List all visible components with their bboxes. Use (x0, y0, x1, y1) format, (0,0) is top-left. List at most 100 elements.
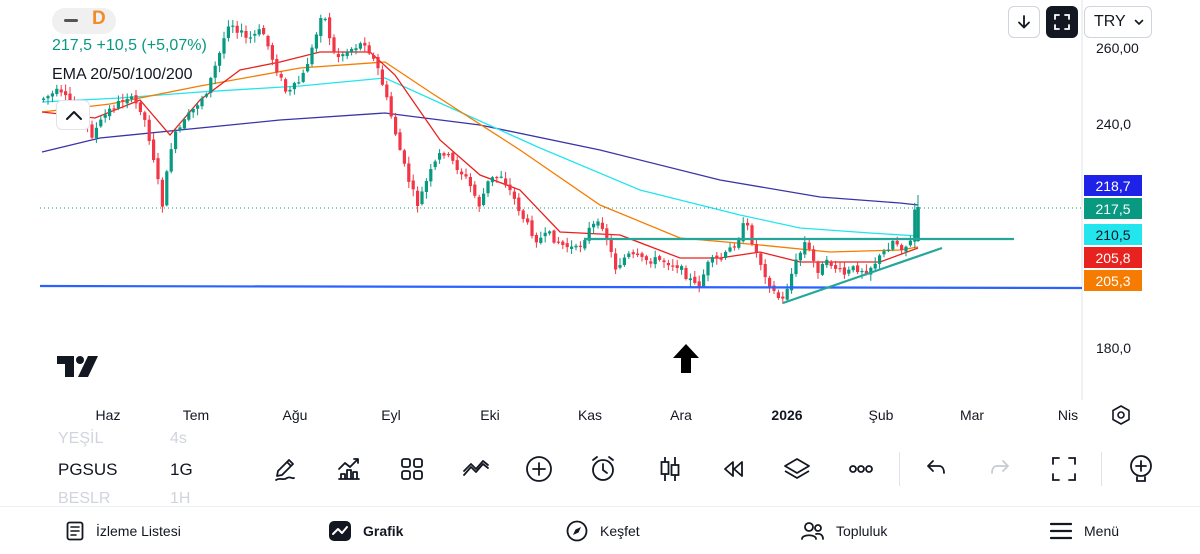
candle (270, 45, 274, 60)
replay-icon (724, 461, 743, 477)
candle (829, 261, 833, 266)
candle (702, 274, 706, 287)
nav-community[interactable]: Topluluk (800, 519, 887, 543)
candle (851, 266, 855, 271)
nav-menu[interactable]: Menü (1050, 519, 1119, 543)
candle (460, 171, 464, 175)
nav-watchlist[interactable]: İzleme Listesi (66, 519, 181, 543)
compare-button[interactable] (459, 452, 493, 486)
trend-line (782, 246, 943, 305)
ema50-line (41, 61, 919, 253)
candle (834, 265, 838, 269)
candle (68, 93, 72, 102)
alarm-button[interactable] (586, 452, 620, 486)
symbol-next[interactable]: BESLR (58, 490, 111, 506)
ema200-line (41, 112, 919, 206)
candle (433, 161, 437, 168)
candle (367, 45, 371, 54)
candle (314, 34, 318, 49)
arrow-up-icon (673, 344, 699, 373)
candle (55, 88, 59, 95)
candle (587, 227, 591, 241)
layouts-button[interactable] (395, 452, 429, 486)
redo-button[interactable] (983, 452, 1017, 486)
candle (556, 241, 560, 243)
add-symbol-button[interactable] (1124, 452, 1158, 486)
currency-select[interactable]: TRY (1084, 6, 1152, 38)
candle-type-button[interactable] (653, 452, 687, 486)
candle (746, 222, 750, 226)
candle (468, 176, 472, 187)
list-icon (66, 521, 84, 541)
x-label-haz: Haz (95, 407, 121, 423)
candle (622, 257, 626, 265)
minus-icon (64, 19, 78, 22)
candle (59, 89, 63, 93)
candle (165, 171, 169, 206)
x-label-sub: Şub (868, 407, 894, 423)
nav-menu-label: Menü (1084, 523, 1120, 539)
nav-chart-label: Grafik (363, 523, 404, 539)
visibility-toggle[interactable] (52, 8, 116, 34)
fullscreen-button[interactable] (1047, 452, 1081, 486)
collapse-legend-button[interactable] (56, 100, 90, 130)
replay-button[interactable] (716, 452, 750, 486)
more-button[interactable] (844, 452, 878, 486)
candle (807, 242, 811, 250)
redo-icon (991, 460, 1009, 474)
expand-button[interactable] (1046, 6, 1078, 38)
layers-button[interactable] (780, 452, 814, 486)
candle (847, 269, 851, 274)
nav-chart[interactable]: Grafik (329, 519, 403, 543)
layers-icon (784, 458, 810, 479)
candle (204, 94, 208, 97)
candle (46, 96, 50, 99)
x-label-nis: Nis (1057, 407, 1079, 423)
candle (376, 56, 380, 69)
add-icon (526, 456, 552, 482)
draw-button[interactable] (268, 452, 302, 486)
candle (719, 258, 723, 260)
candle (869, 267, 873, 275)
ema20-line (41, 51, 919, 263)
indicator-legend[interactable]: EMA 20/50/100/200 (52, 66, 193, 83)
price-tag-ema20: 205,8 (1084, 247, 1142, 268)
chart-area[interactable]: D 217,5 +10,5 (+5,07%) EMA 20/50/100/200… (0, 0, 1200, 432)
candle (385, 84, 389, 98)
symbol-current[interactable]: PGSUS (58, 460, 118, 479)
chart-settings-icon[interactable] (1110, 404, 1132, 426)
candle (732, 246, 736, 248)
compare-icon (463, 460, 489, 476)
candle (759, 253, 763, 265)
timeframe-prev[interactable]: 4s (170, 430, 187, 447)
candle (605, 228, 609, 240)
indicators-button[interactable] (332, 452, 366, 486)
candle (750, 225, 754, 245)
candle (266, 35, 270, 47)
symbol-prev[interactable]: YEŞİL (58, 430, 104, 447)
candle (570, 246, 574, 249)
timeframe-next[interactable]: 1H (170, 490, 191, 506)
candle (820, 263, 824, 275)
timeframe-current[interactable]: 1G (170, 460, 193, 479)
expand-icon (1054, 14, 1070, 30)
candle (649, 261, 653, 264)
candle (803, 242, 807, 255)
chevron-up-icon (66, 111, 82, 120)
candle (402, 150, 406, 164)
candle (209, 77, 213, 93)
price-chart[interactable] (0, 0, 1200, 432)
candle (477, 196, 481, 207)
candle (697, 281, 701, 287)
candle (609, 239, 613, 253)
x-label-agu: Ağu (282, 407, 308, 423)
candle (490, 177, 494, 183)
fullscreen-icon (1052, 457, 1076, 481)
nav-explore[interactable]: Keşfet (566, 519, 640, 543)
download-button[interactable] (1008, 6, 1040, 38)
candle (134, 95, 138, 104)
undo-button[interactable] (919, 452, 953, 486)
candle (196, 105, 200, 109)
candle (90, 124, 94, 138)
add-button[interactable] (522, 452, 556, 486)
